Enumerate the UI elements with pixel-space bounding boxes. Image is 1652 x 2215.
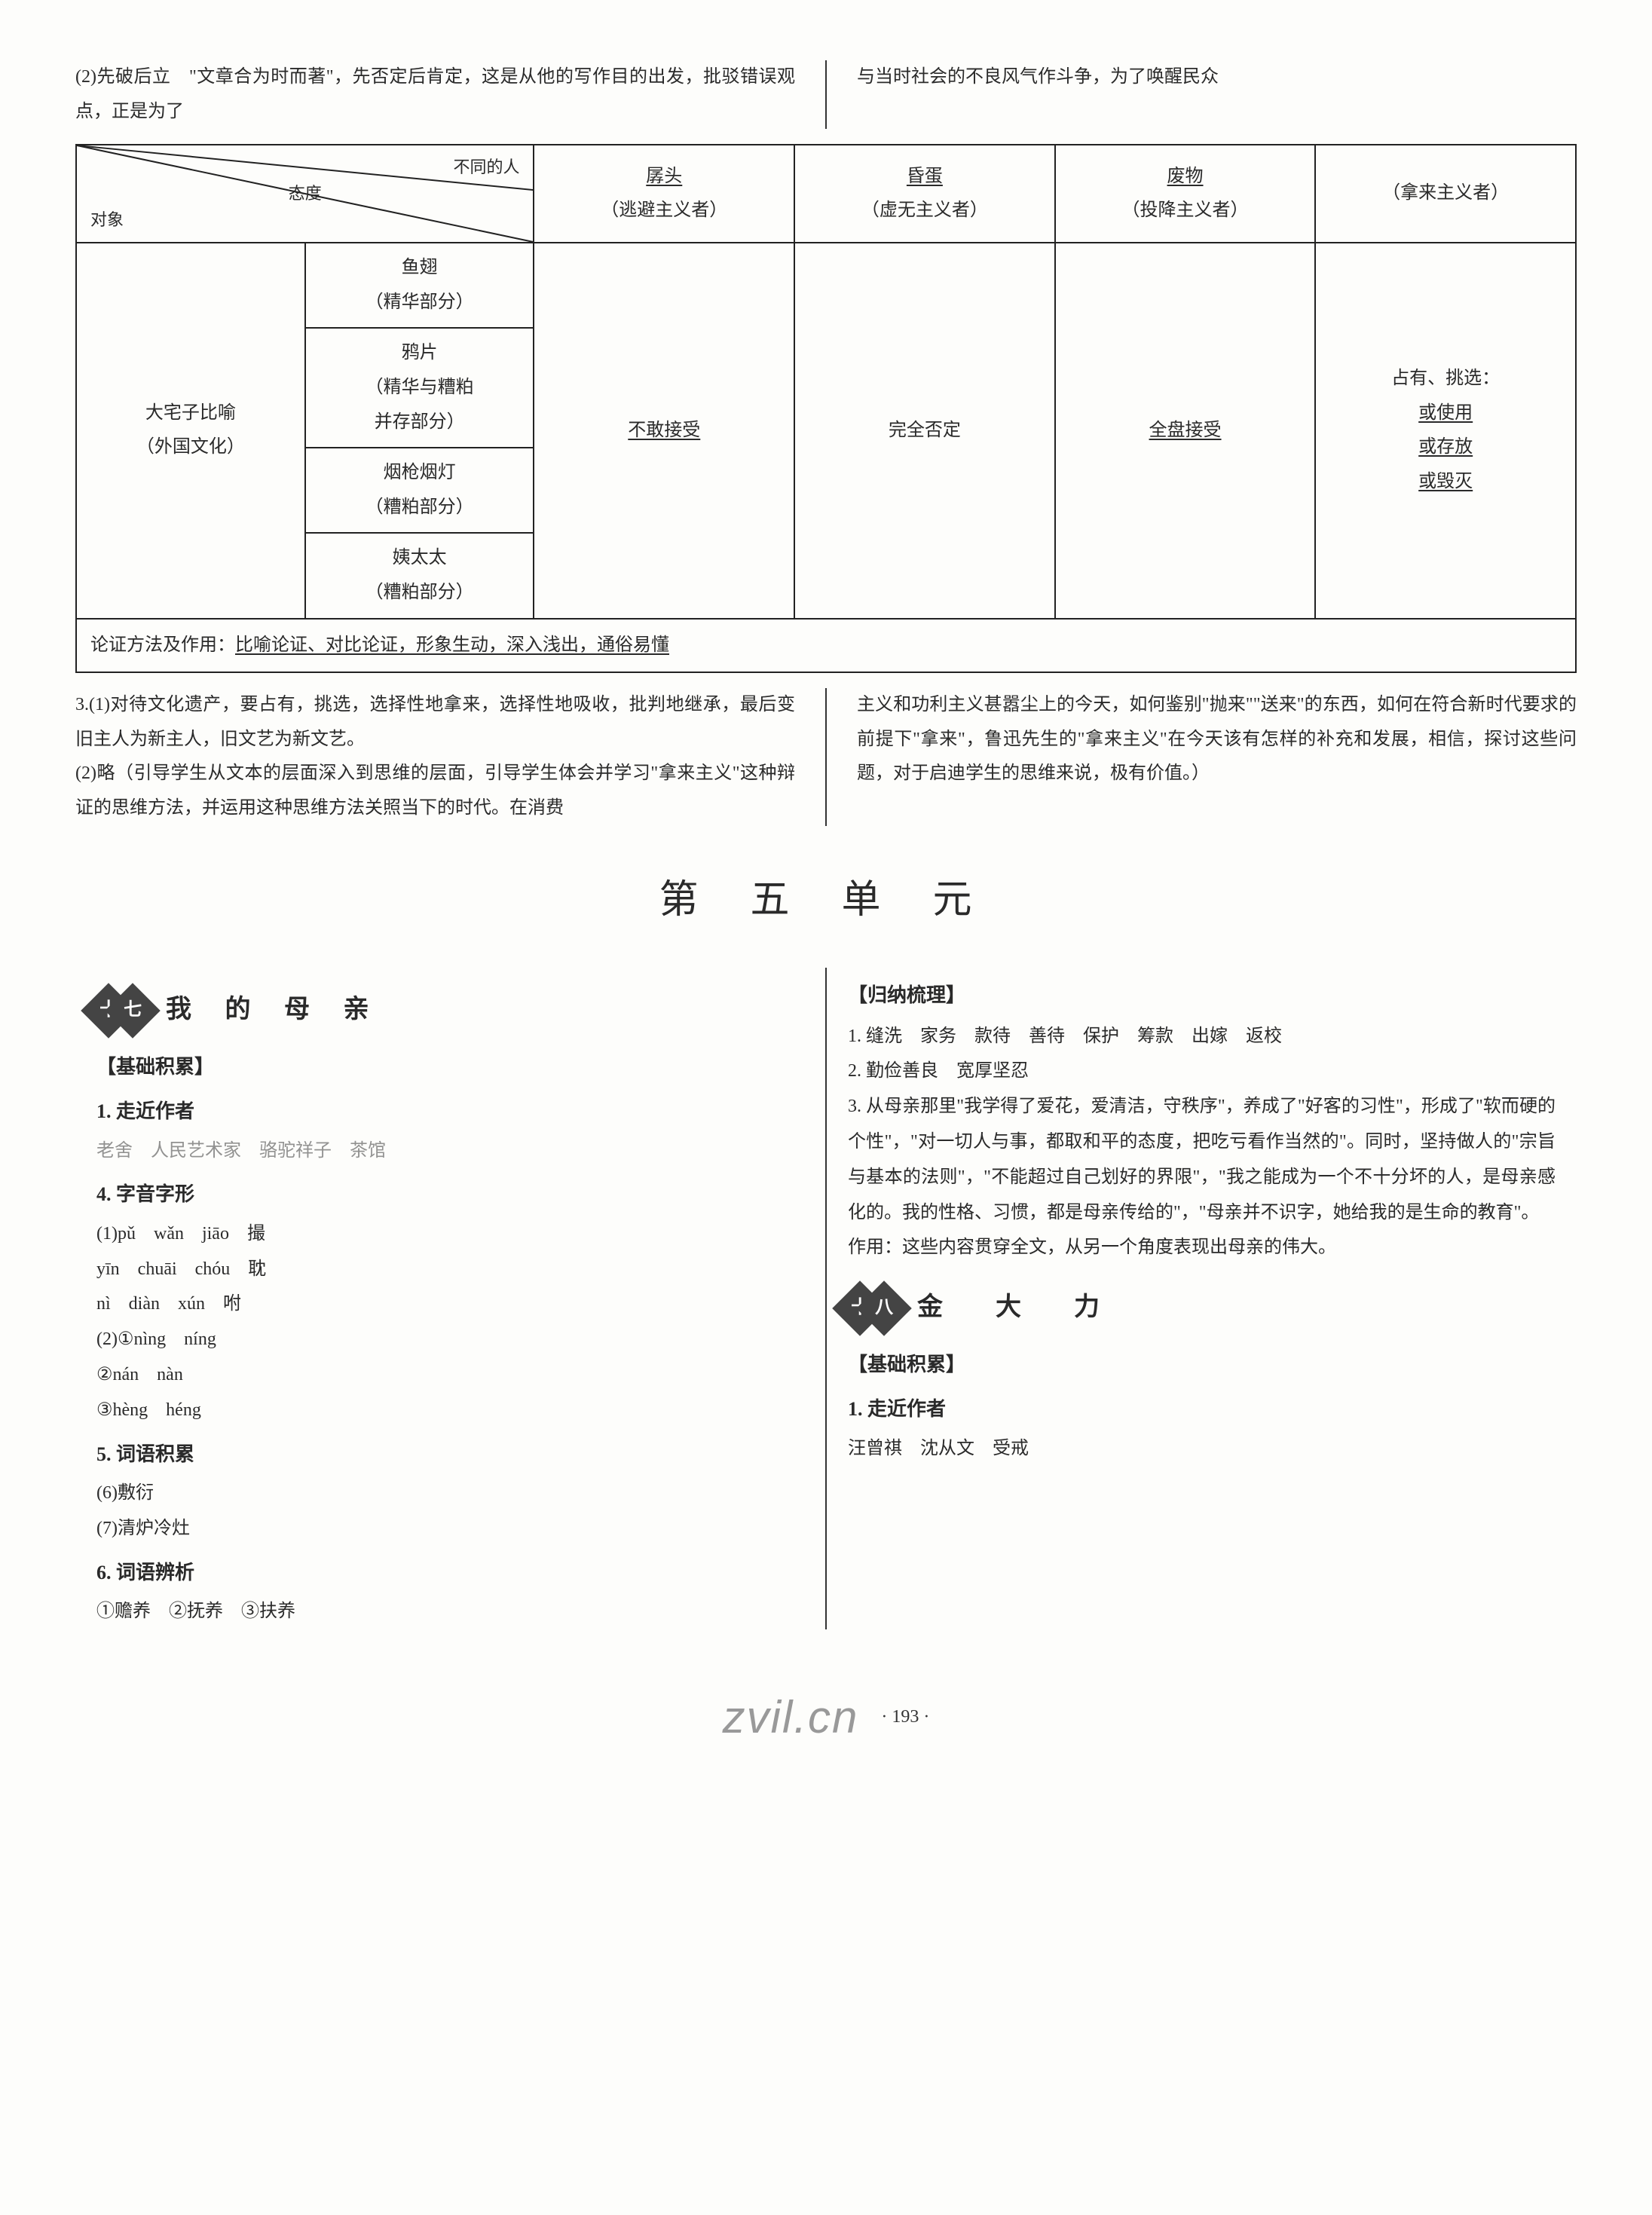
- c4-l2: 或使用: [1326, 396, 1565, 431]
- top-left-text: (2)先破后立 "文章合为时而著"，先否定后肯定，这是从他的写作目的出发，批驳错…: [75, 60, 795, 129]
- header-col-4: （拿来主义者）: [1315, 145, 1576, 243]
- footnote-text: 比喻论证、对比论证，形象生动，深入浅出，通俗易懂: [235, 635, 669, 655]
- badge-18: 十 八: [848, 1289, 896, 1328]
- s5-l2: (7)清炉冷灶: [96, 1511, 804, 1547]
- para3-left: 3.(1)对待文化遗产，要占有，挑选，选择性地拿来，选择性地吸收，批判地继承，最…: [75, 688, 795, 825]
- bottom-columns: 十 七 我 的 母 亲 【基础积累】 1. 走近作者 老舍 人民艺术家 骆驼祥子…: [75, 968, 1577, 1629]
- c4-l1: 占有、挑选：: [1326, 362, 1565, 396]
- heading-guina: 【归纳梳理】: [848, 977, 1556, 1014]
- cell-c4: 占有、挑选： 或使用 或存放 或毁灭: [1315, 243, 1576, 618]
- sr4-l2: （糟粕部分）: [317, 576, 523, 610]
- unit-title: 第 五 单 元: [75, 864, 1577, 938]
- s5-l1: (6)敷衍: [96, 1476, 804, 1511]
- top-divider: [825, 60, 827, 129]
- cell-c1: 不敢接受: [534, 243, 794, 618]
- c3-text: 全盘接受: [1149, 421, 1222, 440]
- s1-text: 老舍 人民艺术家 骆驼祥子 茶馆: [96, 1134, 804, 1169]
- page-footer: zvil.cn · 193 ·: [75, 1675, 1577, 1761]
- diagonal-header-cell: 不同的人 态度 对象: [76, 145, 534, 243]
- cell-c3: 全盘接受: [1055, 243, 1316, 618]
- para3-divider: [825, 688, 827, 825]
- badge-17: 十 七: [96, 991, 145, 1030]
- sr2-l1: 鸦片: [317, 336, 523, 371]
- table-footnote: 论证方法及作用：比喻论证、对比论证，形象生动，深入浅出，通俗易懂: [76, 619, 1576, 673]
- g1: 1. 缝洗 家务 款待 善待 保护 筹款 出嫁 返校: [848, 1019, 1556, 1054]
- sr3-l2: （糟粕部分）: [317, 491, 523, 525]
- top-right-text: 与当时社会的不良风气作斗争，为了唤醒民众: [857, 60, 1577, 129]
- row-group-label: 大宅子比喻 （外国文化）: [76, 243, 305, 618]
- sr3-l1: 烟枪烟灯: [317, 456, 523, 491]
- sub-6: 6. 词语辨析: [96, 1554, 804, 1591]
- lesson-18-header: 十 八 金 大 力: [848, 1283, 1556, 1332]
- heading-jichu-18: 【基础积累】: [848, 1346, 1556, 1383]
- header-1-sub: （逃避主义者）: [545, 194, 783, 228]
- rowgroup-l2: （外国文化）: [87, 430, 294, 465]
- c4-l3: 或存放: [1326, 430, 1565, 465]
- sr2-l3: 并存部分）: [317, 405, 523, 440]
- s4-l6: ③hèng héng: [96, 1393, 804, 1428]
- lesson-18-title: 金 大 力: [917, 1283, 1113, 1332]
- rowgroup-l1: 大宅子比喻: [87, 396, 294, 431]
- header-2-main: 昏蛋: [806, 160, 1044, 194]
- watermark-text: zvil.cn: [723, 1675, 859, 1761]
- heading-jichu-17: 【基础积累】: [96, 1048, 804, 1085]
- diag-top-label: 不同的人: [453, 151, 519, 183]
- sr4-l1: 姨太太: [317, 541, 523, 576]
- g3-effect: 作用：这些内容贯穿全文，从另一个角度表现出母亲的伟大。: [848, 1230, 1556, 1265]
- diag-bottom-label: 对象: [90, 204, 124, 236]
- sub-5: 5. 词语积累: [96, 1436, 804, 1473]
- header-1-main: 孱头: [545, 160, 783, 194]
- l18-s1-text: 汪曾祺 沈从文 受戒: [848, 1431, 1556, 1467]
- g2: 2. 勤俭善良 宽厚坚忍: [848, 1054, 1556, 1089]
- analysis-table: 不同的人 态度 对象 孱头 （逃避主义者） 昏蛋 （虚无主义者） 废物 （投降主…: [75, 144, 1577, 673]
- para3-right: 主义和功利主义甚嚣尘上的今天，如何鉴别"抛来""送来"的东西，如何在符合新时代要…: [857, 688, 1577, 825]
- sr1-l2: （精华部分）: [317, 286, 523, 320]
- header-4-sub: （拿来主义者）: [1326, 176, 1565, 211]
- left-column: 十 七 我 的 母 亲 【基础积累】 1. 走近作者 老舍 人民艺术家 骆驼祥子…: [75, 968, 825, 1629]
- lesson-17-header: 十 七 我 的 母 亲: [96, 986, 804, 1035]
- header-col-3: 废物 （投降主义者）: [1055, 145, 1316, 243]
- para3-row: 3.(1)对待文化遗产，要占有，挑选，选择性地拿来，选择性地吸收，批判地继承，最…: [75, 688, 1577, 825]
- s4-l2: yīn chuāi chóu 耽: [96, 1252, 804, 1287]
- footnote-label: 论证方法及作用：: [90, 635, 235, 655]
- page-number: · 193 ·: [881, 1700, 929, 1735]
- subrow-4: 姨太太 （糟粕部分）: [305, 533, 534, 618]
- header-3-main: 废物: [1066, 160, 1305, 194]
- badge-18-b: 八: [875, 1291, 893, 1326]
- badge-17-b: 七: [124, 993, 142, 1028]
- cell-c2: 完全否定: [794, 243, 1055, 618]
- right-column: 【归纳梳理】 1. 缝洗 家务 款待 善待 保护 筹款 出嫁 返校 2. 勤俭善…: [827, 968, 1577, 1629]
- subrow-2: 鸦片 （精华与糟粕 并存部分）: [305, 328, 534, 448]
- c1-text: 不敢接受: [628, 421, 700, 440]
- page-container: (2)先破后立 "文章合为时而著"，先否定后肯定，这是从他的写作目的出发，批驳错…: [75, 60, 1577, 1761]
- g3: 3. 从母亲那里"我学得了爱花，爱清洁，守秩序"，养成了"好客的习性"，形成了"…: [848, 1089, 1556, 1230]
- diag-mid-label: 态度: [289, 178, 322, 210]
- s4-l4: (2)①nìng níng: [96, 1322, 804, 1357]
- sub-1: 1. 走近作者: [96, 1093, 804, 1130]
- top-paragraph-row: (2)先破后立 "文章合为时而著"，先否定后肯定，这是从他的写作目的出发，批驳错…: [75, 60, 1577, 129]
- header-2-sub: （虚无主义者）: [806, 194, 1044, 228]
- header-3-sub: （投降主义者）: [1066, 194, 1305, 228]
- header-col-2: 昏蛋 （虚无主义者）: [794, 145, 1055, 243]
- sub-4: 4. 字音字形: [96, 1176, 804, 1213]
- header-col-1: 孱头 （逃避主义者）: [534, 145, 794, 243]
- s4-l3: nì diàn xún 咐: [96, 1286, 804, 1322]
- l18-s1: 1. 走近作者: [848, 1390, 1556, 1427]
- c2-text: 完全否定: [889, 421, 961, 440]
- subrow-3: 烟枪烟灯 （糟粕部分）: [305, 448, 534, 533]
- sr2-l2: （精华与糟粕: [317, 371, 523, 405]
- s6-text: ①赡养 ②抚养 ③扶养: [96, 1594, 804, 1629]
- sr1-l1: 鱼翅: [317, 251, 523, 286]
- subrow-1: 鱼翅 （精华部分）: [305, 243, 534, 328]
- s4-l1: (1)pǔ wǎn jiāo 撮: [96, 1216, 804, 1252]
- lesson-17-title: 我 的 母 亲: [166, 986, 383, 1035]
- s4-l5: ②nán nàn: [96, 1357, 804, 1393]
- c4-l4: 或毁灭: [1326, 465, 1565, 500]
